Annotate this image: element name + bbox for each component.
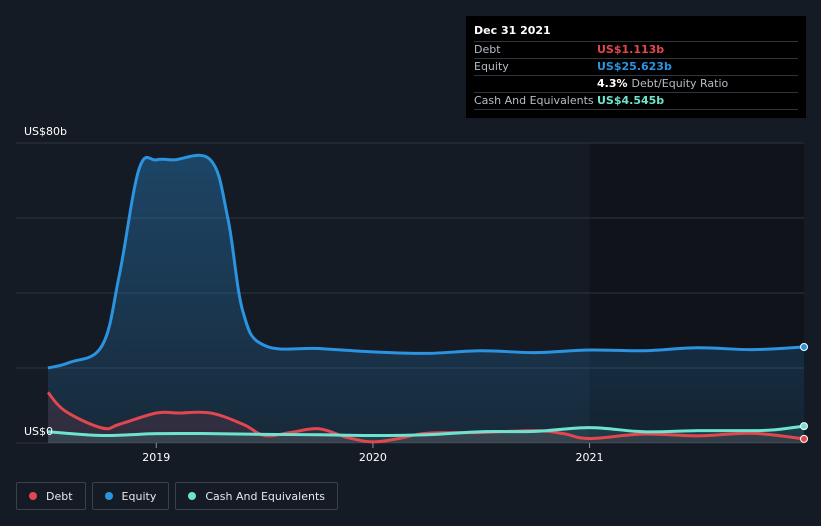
debt-area bbox=[48, 392, 804, 443]
tooltip-debt-row: Debt US$1.113b bbox=[474, 42, 798, 59]
debt-dot-icon bbox=[29, 492, 37, 500]
cash-endpoint-dot bbox=[800, 422, 808, 431]
equity-endpoint-dot bbox=[800, 343, 808, 351]
legend-equity-label: Equity bbox=[121, 489, 157, 503]
x-tick-label: 2019 bbox=[142, 451, 170, 464]
data-tooltip: Dec 31 2021 Debt US$1.113b Equity US$25.… bbox=[466, 16, 806, 118]
tooltip-debt-value: US$1.113b bbox=[597, 43, 665, 56]
chart-legend: Debt Equity Cash And Equivalents bbox=[16, 482, 338, 510]
axis-labels: US$80b US$0 bbox=[24, 125, 67, 438]
debt-line bbox=[46, 391, 805, 444]
tooltip-ratio-label: Debt/Equity Ratio bbox=[631, 77, 729, 90]
endpoint-dots bbox=[800, 343, 808, 443]
tooltip-cash-label: Cash And Equivalents bbox=[474, 94, 594, 107]
cash-dot-icon bbox=[188, 492, 197, 500]
y-axis-top-label: US$80b bbox=[24, 125, 67, 138]
legend-equity-button[interactable]: Equity bbox=[91, 482, 170, 510]
legend-debt-label: Debt bbox=[46, 489, 73, 503]
legend-cash-label: Cash And Equivalents bbox=[205, 489, 325, 503]
x-axis-ticks: 2019 2020 2021 bbox=[142, 443, 604, 464]
equity-line bbox=[47, 153, 805, 370]
tooltip-cash-value: US$4.545b bbox=[597, 94, 665, 107]
debt-endpoint-dot bbox=[800, 434, 808, 443]
equity-area bbox=[48, 155, 804, 443]
tooltip-ratio-value: 4.3% bbox=[597, 77, 628, 90]
tooltip-equity-label: Equity bbox=[474, 60, 509, 73]
tooltip-date: Dec 31 2021 bbox=[474, 24, 798, 42]
tooltip-cash-row: Cash And Equivalents US$4.545b bbox=[474, 93, 798, 110]
x-tick-label: 2020 bbox=[359, 451, 387, 464]
tooltip-equity-row: Equity US$25.623b bbox=[474, 59, 798, 76]
tooltip-ratio-row: 4.3% Debt/Equity Ratio bbox=[474, 76, 798, 93]
x-tick-label: 2021 bbox=[576, 451, 604, 464]
line-layer bbox=[46, 153, 805, 444]
y-axis-bottom-label: US$0 bbox=[24, 425, 53, 438]
legend-debt-button[interactable]: Debt bbox=[16, 482, 86, 510]
equity-dot-icon bbox=[104, 492, 113, 500]
cash-line bbox=[47, 424, 805, 438]
legend-cash-button[interactable]: Cash And Equivalents bbox=[175, 482, 338, 510]
tooltip-debt-label: Debt bbox=[474, 43, 501, 56]
tooltip-equity-value: US$25.623b bbox=[597, 60, 672, 73]
